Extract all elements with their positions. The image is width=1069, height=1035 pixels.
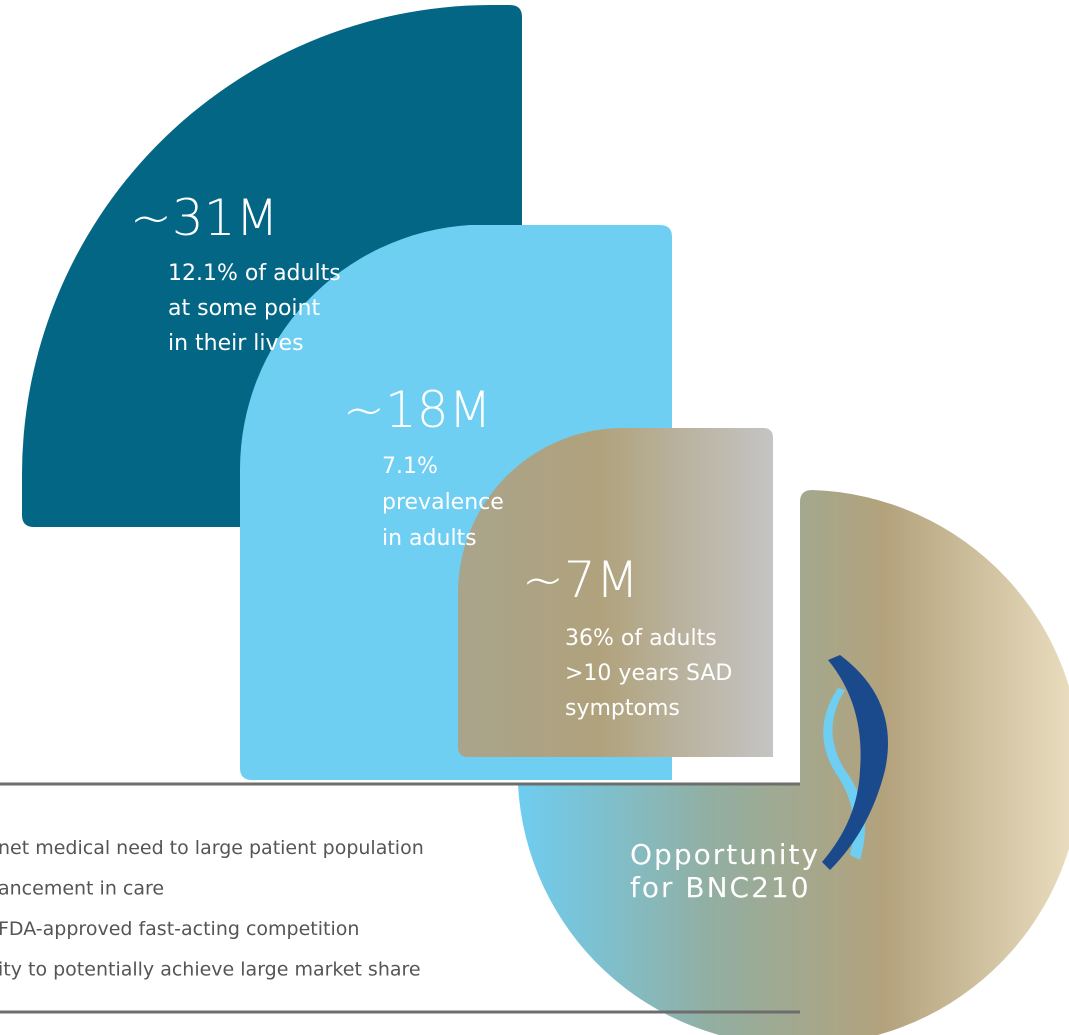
card-text: 7.1% <box>382 454 438 479</box>
card-text: symptoms <box>565 696 680 721</box>
card-text: >10 years SAD <box>565 661 732 686</box>
card-shape <box>457 428 773 757</box>
opportunity-text: Opportunity <box>630 838 820 871</box>
card-figure: ~7M <box>522 551 639 609</box>
card-text: in their lives <box>168 331 304 356</box>
card-text: prevalence <box>382 490 504 515</box>
bullet-text: FDA-approved fast-acting competition <box>0 918 359 940</box>
bullet-text: ity to potentially achieve large market … <box>0 959 421 981</box>
card-figure: ~31M <box>130 189 279 247</box>
card-figure: ~18M <box>343 381 492 439</box>
card-text: 36% of adults <box>565 626 717 651</box>
bullet-text: ancement in care <box>0 878 164 900</box>
opportunity-circle <box>518 490 1069 1035</box>
bullet-text: net medical need to large patient popula… <box>0 837 424 859</box>
card-text: in adults <box>382 526 477 551</box>
opportunity-text: for BNC210 <box>630 871 811 904</box>
card-text: 12.1% of adults <box>168 261 341 286</box>
logo <box>822 655 888 870</box>
card-text: at some point <box>168 296 320 321</box>
